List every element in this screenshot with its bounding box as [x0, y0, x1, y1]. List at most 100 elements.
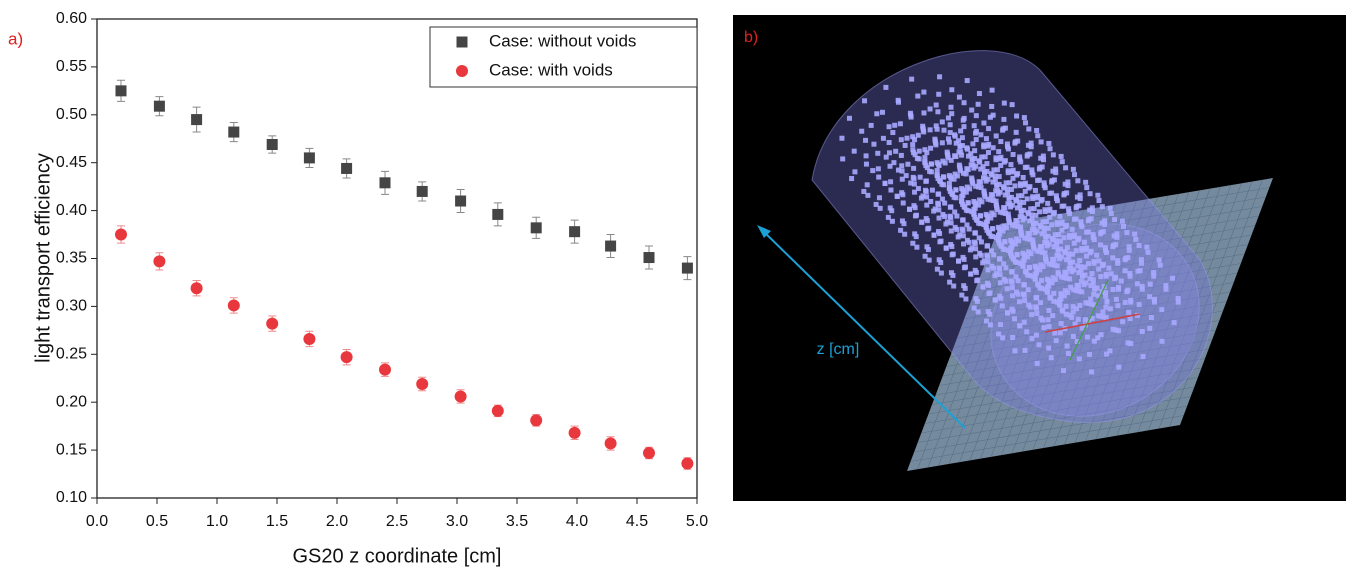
void-dot [1059, 321, 1064, 326]
void-dot [978, 132, 983, 137]
void-dot [863, 138, 868, 143]
marker [416, 378, 428, 390]
void-dot [1115, 303, 1120, 308]
void-dot [950, 252, 955, 257]
void-dot [1054, 338, 1059, 343]
void-dot [1127, 244, 1132, 249]
void-dot [896, 168, 901, 173]
void-dot [967, 226, 972, 231]
void-dot [1026, 287, 1031, 292]
void-dot [1022, 298, 1027, 303]
void-dot [1137, 302, 1142, 307]
void-dot [1100, 309, 1105, 314]
marker [191, 114, 202, 125]
void-dot [1140, 284, 1145, 289]
void-dot [1059, 228, 1064, 233]
void-dot [1109, 271, 1114, 276]
void-dot [1084, 230, 1089, 235]
marker [455, 390, 467, 402]
void-dot [989, 104, 994, 109]
void-dot [887, 140, 892, 145]
void-dot [1018, 159, 1023, 164]
void-dot [1111, 287, 1116, 292]
void-dot [1001, 205, 1006, 210]
void-dot [935, 160, 940, 165]
void-dot [1017, 154, 1022, 159]
legend-marker [456, 65, 468, 77]
void-dot [1083, 317, 1088, 322]
void-dot [1068, 260, 1073, 265]
void-dot [968, 151, 973, 156]
void-dot [889, 208, 894, 213]
void-dot [1063, 288, 1068, 293]
void-dot [1051, 237, 1056, 242]
void-dot [1075, 178, 1080, 183]
void-dot [953, 188, 958, 193]
void-dot [1033, 264, 1038, 269]
void-dot [971, 199, 976, 204]
void-dot [969, 108, 974, 113]
void-dot [899, 153, 904, 158]
void-dot [1030, 240, 1035, 245]
void-dot [1119, 279, 1124, 284]
void-dot [1014, 236, 1019, 241]
void-dot [1047, 215, 1052, 220]
void-dot [1120, 219, 1125, 224]
void-dot [1071, 334, 1076, 339]
void-dot [998, 280, 1003, 285]
void-dot [1026, 231, 1031, 236]
void-dot [948, 105, 953, 110]
void-dot [1008, 162, 1013, 167]
void-dot [898, 228, 903, 233]
void-dot [984, 318, 989, 323]
void-dot [1017, 299, 1022, 304]
void-dot [1009, 280, 1014, 285]
void-dot [928, 106, 933, 111]
void-dot [1069, 269, 1074, 274]
void-dot [949, 244, 954, 249]
y-tick-label: 0.30 [56, 298, 87, 315]
void-dot [1022, 293, 1027, 298]
void-dot [1002, 101, 1007, 106]
void-dot [1141, 354, 1146, 359]
z-axis-label: z [cm] [817, 341, 860, 358]
void-dot [964, 166, 969, 171]
void-dot [953, 134, 958, 139]
void-dot [1096, 267, 1101, 272]
void-dot [1113, 275, 1118, 280]
void-dot [1126, 310, 1131, 315]
void-dot [1034, 333, 1039, 338]
void-dot [1041, 154, 1046, 159]
void-dot [1087, 276, 1092, 281]
void-dot [996, 233, 1001, 238]
void-dot [994, 271, 999, 276]
void-dot [1135, 269, 1140, 274]
void-dot [903, 143, 908, 148]
void-dot [1035, 178, 1040, 183]
void-dot [1006, 146, 1011, 151]
void-dot [1072, 241, 1077, 246]
void-dot [896, 98, 901, 103]
void-dot [987, 312, 992, 317]
void-dot [1043, 234, 1048, 239]
void-dot [881, 136, 886, 141]
marker [380, 177, 391, 188]
marker [531, 222, 542, 233]
void-dot [1095, 193, 1100, 198]
void-dot [941, 128, 946, 133]
void-dot [928, 146, 933, 151]
void-dot [1070, 227, 1075, 232]
void-dot [900, 192, 905, 197]
void-dot [1006, 214, 1011, 219]
void-dot [1026, 211, 1031, 216]
void-dot [910, 241, 915, 246]
marker [681, 458, 693, 470]
void-dot [1092, 237, 1097, 242]
void-dot [1060, 159, 1065, 164]
void-dot [936, 202, 941, 207]
void-dot [993, 177, 998, 182]
void-dot [1132, 232, 1137, 237]
void-dot [1018, 181, 1023, 186]
figure: a) GS20 z coordinate [cm] light transpor… [0, 0, 1346, 574]
void-dot [985, 244, 990, 249]
